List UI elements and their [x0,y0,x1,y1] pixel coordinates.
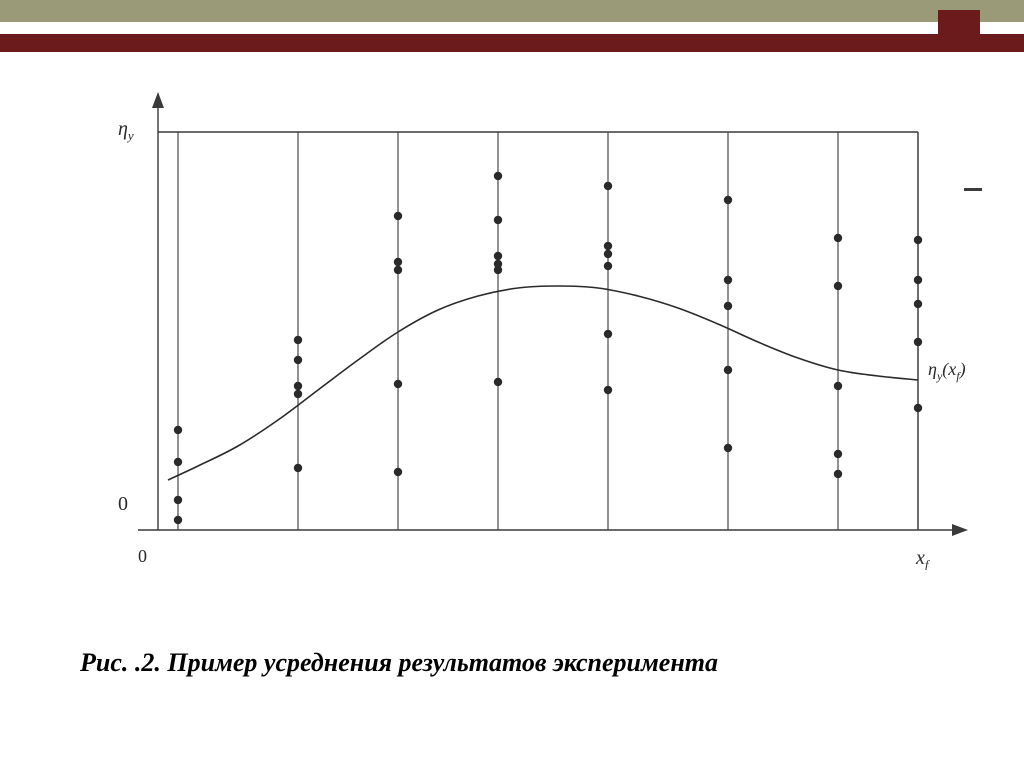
header-stripe-3 [0,34,1024,52]
side-dash [964,188,982,191]
figure-caption: Рис. .2. Пример усреднения результатов э… [80,648,718,678]
svg-text:0: 0 [118,493,128,515]
header-stripe-2 [0,22,1024,34]
header-accent-block [938,10,980,52]
header-stripe-1 [0,0,1024,22]
svg-text:0: 0 [138,546,147,566]
plot-svg: ηyηy(xf)00xf [48,70,978,570]
experiment-averaging-plot: ηyηy(xf)00xf [48,70,978,570]
